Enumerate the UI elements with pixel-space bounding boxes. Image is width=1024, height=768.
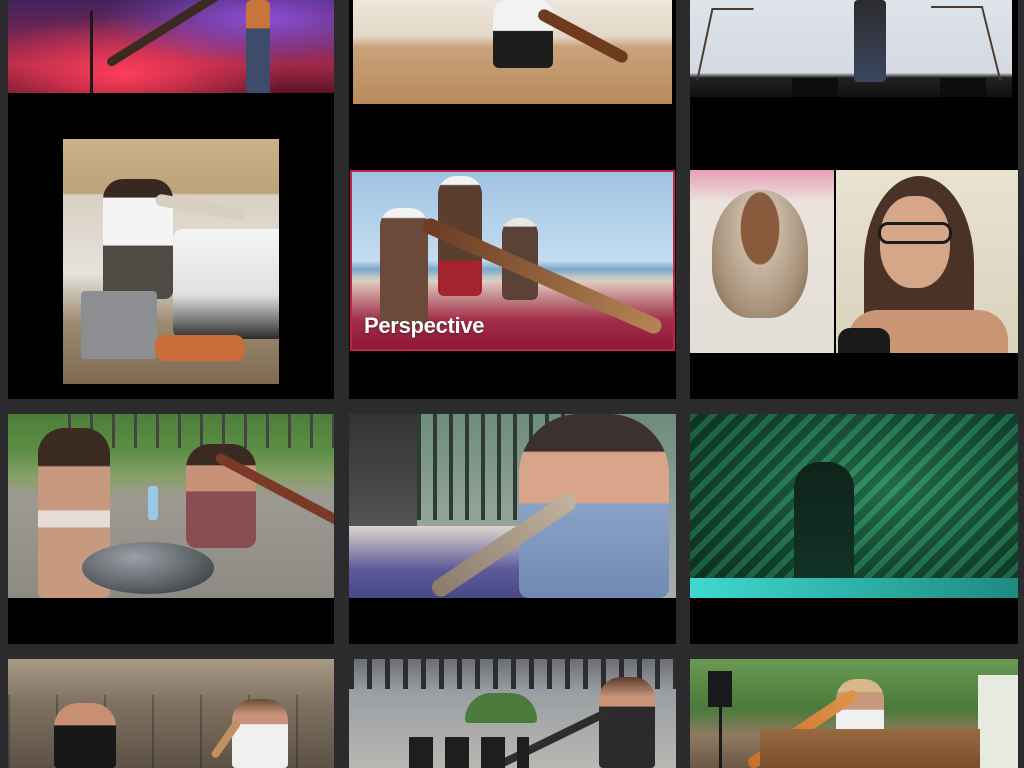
- speaker-tower-shape: [349, 414, 417, 534]
- bicycles-row: [68, 414, 334, 448]
- player-figure-right: [232, 699, 288, 768]
- garden-stage-thumbnail: [690, 659, 1018, 768]
- branch-decor-right: [930, 6, 1002, 80]
- video-tile-market-player[interactable]: [349, 414, 676, 644]
- speaker-left: [792, 78, 838, 97]
- shelter-player-thumbnail: [63, 139, 279, 384]
- handpan-shape: [82, 542, 214, 594]
- shoes-shape: [155, 335, 245, 361]
- video-tile-plaza-busker[interactable]: [349, 659, 676, 768]
- performer-figure: [794, 462, 854, 582]
- performer-figure: [246, 0, 270, 93]
- mic-stand-shape: [90, 10, 93, 93]
- didgeridoo-shape: [105, 0, 221, 68]
- drape-texture: [690, 414, 1018, 598]
- video-tile-branch-stage[interactable]: [690, 0, 1018, 125]
- video-tile-stone-wall-duo[interactable]: [8, 659, 334, 768]
- performer-figure: [854, 0, 886, 82]
- selfie-thumbnail: [836, 170, 1018, 353]
- video-tile-perspective-beach[interactable]: Perspective: [349, 125, 676, 399]
- drum-table: [760, 729, 980, 768]
- video-tile-stage-concert[interactable]: [8, 0, 334, 125]
- market-player-thumbnail: [349, 414, 676, 598]
- bags-on-ground: [409, 737, 529, 768]
- speaker-right: [940, 78, 986, 97]
- player-figure-1: [380, 208, 428, 326]
- branch-stage-thumbnail: [690, 0, 1012, 97]
- video-tile-street-handpan[interactable]: [8, 414, 334, 644]
- stool-shape: [81, 291, 157, 359]
- video-tile-floor-player[interactable]: [349, 0, 676, 125]
- water-bottle-shape: [148, 486, 158, 520]
- video-tile-bird-selfie[interactable]: [690, 125, 1018, 399]
- car-shape: [173, 229, 279, 339]
- bird-thumbnail: [690, 170, 834, 353]
- busker-figure: [599, 677, 655, 768]
- glasses-icon: [878, 222, 952, 244]
- video-tile-green-light[interactable]: [690, 414, 1018, 644]
- speaker-stand-pole: [719, 707, 722, 768]
- player-figure: [519, 414, 669, 598]
- perspective-caption: Perspective: [364, 313, 485, 338]
- green-light-thumbnail: [690, 414, 1018, 598]
- perspective-beach-thumbnail: Perspective: [350, 170, 675, 351]
- sign-board: [978, 675, 1018, 768]
- video-tile-garden-stage[interactable]: [690, 659, 1018, 768]
- stone-wall-duo-thumbnail: [8, 659, 334, 768]
- street-handpan-thumbnail: [8, 414, 334, 598]
- sparrow-figure: [712, 190, 808, 318]
- planter-shape: [465, 693, 537, 723]
- cyan-floor-light: [690, 578, 1018, 598]
- stage-concert-thumbnail: [8, 0, 334, 93]
- microphone-icon: [838, 328, 890, 353]
- video-tile-shelter-player[interactable]: [8, 125, 334, 399]
- plaza-busker-thumbnail: [349, 659, 676, 768]
- player-figure-left: [54, 703, 116, 768]
- branch-decor-left: [696, 8, 754, 80]
- speaker-on-stand: [708, 671, 732, 707]
- floor-player-thumbnail: [353, 0, 672, 104]
